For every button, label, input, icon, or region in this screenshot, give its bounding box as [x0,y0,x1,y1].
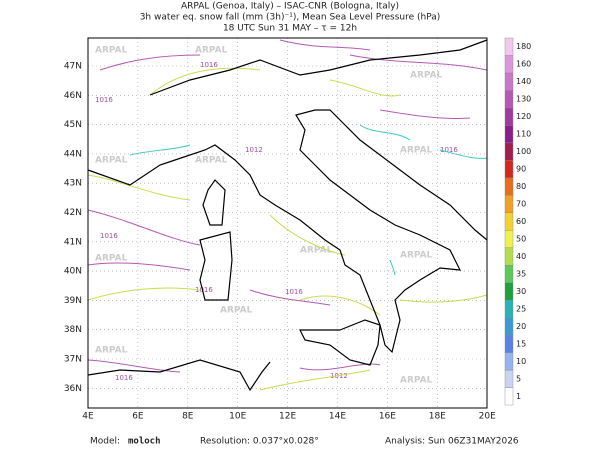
lat-label: 40N [64,267,82,277]
watermark: ARPAL [95,46,128,56]
colorbar-segment [504,160,514,179]
colorbar-segment [504,282,514,301]
colorbar-segment [504,212,514,231]
colorbar-label: 15 [516,339,526,348]
contour-label: 1012 [245,146,263,154]
lat-label: 47N [64,62,82,72]
colorbar-label: 5 [516,374,521,383]
watermark: ARPAL [400,251,433,261]
footer-resolution: Resolution: 0.037°x0.028° [200,437,319,447]
footer-analysis: Analysis: Sun 06Z31MAY2026 [385,437,519,447]
colorbar-segment [504,352,514,371]
lon-label: 20E [479,412,496,422]
colorbar-segment [504,37,514,56]
lon-label: 6E [132,412,144,422]
colorbar-segment [504,369,514,388]
lat-label: 37N [64,355,82,365]
lat-label: 42N [64,208,82,218]
lon-label: 10E [229,412,246,422]
colorbar-segment [504,195,514,213]
colorbar-label: 140 [516,77,531,86]
colorbar-label: 80 [516,182,526,191]
lat-label: 45N [64,120,82,130]
colorbar-label: 35 [516,269,526,278]
colorbar-label: 90 [516,165,526,174]
colorbar-label: 20 [516,322,526,331]
watermark: ARPAL [95,346,128,356]
watermark: ARPAL [195,156,228,166]
colorbar-segment [504,55,514,74]
contours [87,39,488,391]
lat-label: 46N [64,91,82,101]
colorbar-segment [504,177,514,196]
colorbar-label: 25 [516,304,526,313]
lon-label: 8E [182,412,194,422]
watermark: ARPAL [95,156,128,166]
colorbar-label: 130 [516,95,531,104]
colorbar-label: 160 [516,60,531,69]
colorbar-label: 180 [516,42,531,51]
colorbar-segment [504,107,514,126]
colorbar-segment [504,247,514,266]
footer-label: Model: [90,437,120,447]
lon-label: 12E [279,412,296,422]
contour-label: 1016 [100,232,118,240]
colorbar-label: 50 [516,234,526,243]
lat-label: 43N [64,179,82,189]
colorbar-segment [504,90,514,109]
colorbar-label: 110 [516,130,531,139]
lat-label: 44N [64,149,82,159]
footer-model: moloch [128,437,161,447]
colorbar-segment [504,317,514,336]
colorbar-label: 100 [516,147,531,156]
title-line: 18 UTC Sun 31 MAY – τ = 12h [223,24,357,34]
colorbar-segment [504,264,514,283]
colorbar-segment [504,125,514,144]
contour-label: 1016 [195,286,213,294]
colorbar-segment [504,299,514,318]
coastlines [87,39,488,392]
contour-label: 1016 [95,96,113,104]
lon-label: 4E [82,412,94,422]
title-line: ARPAL (Genoa, Italy) – ISAC-CNR (Bologna… [181,2,399,12]
watermark: ARPAL [220,306,253,316]
contour-label: 1016 [200,61,218,69]
colorbar-segment [504,334,514,353]
lat-label: 39N [64,296,82,306]
watermark: ARPAL [300,246,333,256]
colorbar-label: 40 [516,252,526,261]
lat-label: 36N [64,384,82,394]
lon-label: 14E [329,412,346,422]
colorbar-label: 70 [516,200,526,209]
colorbar-label: 120 [516,112,531,121]
lat-label: 38N [64,325,82,335]
title-line: 3h water eq. snow fall (mm (3h)⁻¹), Mean… [140,13,441,23]
watermark: ARPAL [400,376,433,386]
watermark: ARPAL [410,71,443,81]
colorbar-segment [504,142,514,161]
contour-label: 1016 [440,146,458,154]
map-frame [87,37,488,409]
colorbar-label: 10 [516,357,526,366]
watermark: ARPAL [95,254,128,264]
colorbar-segment [504,387,514,406]
lon-label: 16E [379,412,396,422]
contour-label: 1016 [285,288,303,296]
contour-label: 1016 [115,374,133,382]
colorbar-segment [504,230,514,248]
colorbar-segment [504,72,514,91]
colorbar-label: 1 [516,392,521,401]
lat-label: 41N [64,237,82,247]
colorbar-label: 30 [516,287,526,296]
watermark: ARPAL [400,146,433,156]
lon-label: 18E [429,412,446,422]
colorbar-label: 60 [516,217,526,226]
watermark: ARPAL [195,46,228,56]
